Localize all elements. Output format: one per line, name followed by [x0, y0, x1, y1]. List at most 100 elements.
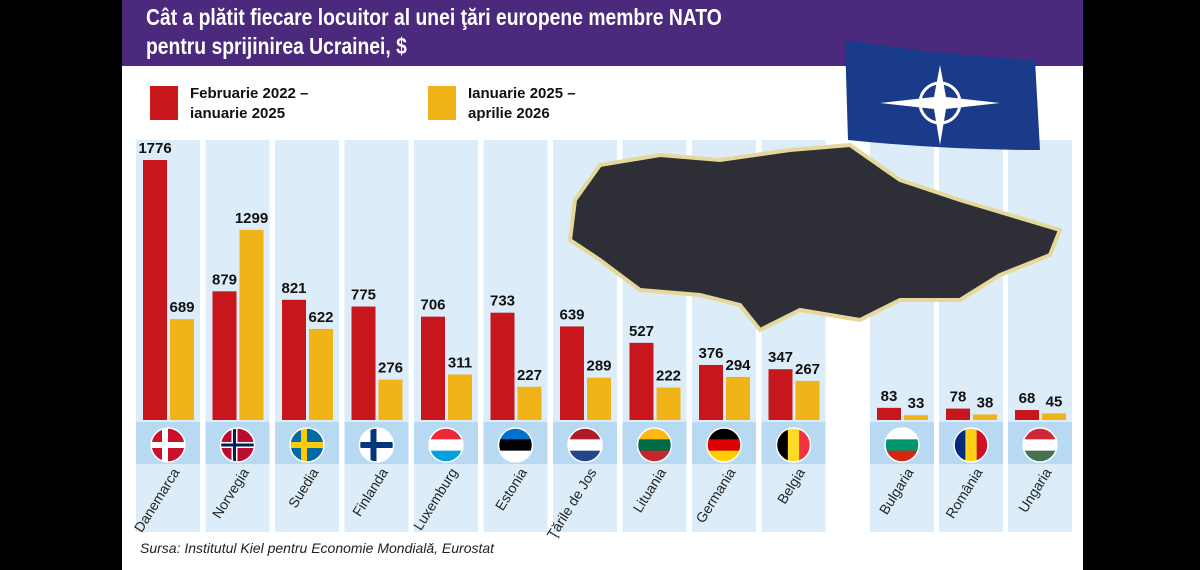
legend-swatch: [428, 86, 456, 120]
value-label: 376: [698, 345, 723, 362]
value-label: 83: [881, 388, 898, 405]
value-label: 38: [977, 394, 994, 411]
flag: [498, 428, 533, 462]
flag: [776, 428, 811, 462]
bar: [656, 387, 681, 420]
flag-star: [880, 65, 1000, 145]
flag-stripe: [498, 428, 533, 440]
flag-cross: [370, 428, 377, 462]
value-label: 276: [378, 360, 403, 377]
value-label: 1299: [235, 210, 268, 227]
flag-cross: [301, 428, 307, 462]
value-label: 775: [351, 287, 376, 304]
bar: [282, 299, 306, 420]
flag-stripe: [429, 450, 463, 462]
flag-stripe: [885, 428, 919, 440]
flag-stripe: [885, 439, 919, 452]
flag-stripe: [787, 428, 800, 462]
flag-stripe: [707, 450, 741, 462]
flag-stripe: [429, 428, 463, 440]
source: Sursa: Institutul Kiel pentru Economie M…: [140, 540, 495, 556]
flag: [359, 428, 394, 462]
flag: [429, 428, 463, 462]
flag-stripe: [965, 428, 978, 462]
column-bg: [1008, 140, 1072, 532]
flag-stripe: [707, 439, 741, 452]
flag-outline: [775, 427, 812, 463]
flag-cross: [233, 428, 236, 462]
flag: [151, 428, 185, 462]
value-label: 622: [308, 309, 333, 326]
flag: [220, 428, 255, 462]
bar: [351, 306, 376, 420]
bar: [699, 364, 723, 420]
bar: [448, 374, 472, 420]
value-label: 222: [656, 368, 681, 385]
flag-stripe: [637, 450, 672, 462]
value-label: 689: [169, 299, 194, 316]
flag-stripe: [637, 428, 672, 440]
bar: [1015, 410, 1039, 420]
value-label: 68: [1019, 390, 1036, 407]
value-label: 706: [420, 297, 445, 314]
legend-swatch: [150, 86, 178, 120]
bar: [726, 376, 750, 420]
ukraine-map: [567, 142, 1063, 333]
value-label: 733: [490, 293, 515, 310]
value-label: 33: [908, 395, 925, 412]
flag-outline: [497, 427, 534, 463]
flag-outline: [884, 427, 920, 463]
bar: [143, 160, 167, 420]
bar: [946, 408, 970, 420]
value-label: 311: [448, 354, 472, 371]
bar: [170, 319, 194, 420]
bar: [309, 328, 333, 420]
bar: [490, 312, 515, 420]
flag-stripe: [1023, 428, 1057, 440]
bar: [421, 316, 445, 420]
flag-stripe: [707, 428, 741, 440]
bar: [1042, 413, 1066, 420]
bar: [904, 415, 928, 420]
bar: [239, 229, 264, 420]
flag-outline: [358, 427, 395, 463]
flag-stripe: [568, 450, 602, 462]
flag-outline: [636, 427, 673, 463]
value-label: 527: [629, 323, 654, 340]
value-label: 227: [517, 367, 542, 384]
bar: [973, 414, 997, 420]
flag-outline: [1022, 427, 1058, 463]
value-label: 45: [1046, 393, 1063, 410]
bar: [212, 291, 237, 420]
flag-stripe: [568, 428, 602, 440]
flag-outline: [567, 427, 603, 463]
value-label: 267: [795, 361, 820, 378]
flag: [707, 428, 741, 462]
flag: [885, 428, 919, 462]
flag-stripe: [498, 439, 533, 452]
value-label: 347: [768, 349, 793, 366]
flag-stripe: [885, 450, 919, 462]
value-label: 1776: [138, 140, 171, 157]
flag: [568, 428, 602, 462]
bar: [629, 342, 654, 420]
legend-label: Ianuarie 2025 – aprilie 2026: [468, 85, 576, 122]
flag-outline: [289, 427, 325, 463]
value-label: 821: [281, 280, 306, 297]
flag-outline: [706, 427, 742, 463]
value-label: 289: [586, 358, 611, 375]
bar: [517, 386, 542, 420]
legend-label: Februarie 2022 – ianuarie 2025: [190, 85, 309, 122]
chart-title: Cât a plătit fiecare locuitor al unei ţă…: [146, 4, 722, 59]
flag-outline: [219, 427, 256, 463]
flag-stripe: [954, 428, 966, 462]
flag: [1023, 428, 1057, 462]
value-label: 294: [725, 357, 751, 374]
flag: [637, 428, 672, 462]
flag-stripe: [1023, 450, 1057, 462]
bar: [877, 407, 901, 420]
flag-outline: [428, 427, 464, 463]
flag: [290, 428, 324, 462]
flag-stripe: [776, 428, 789, 462]
